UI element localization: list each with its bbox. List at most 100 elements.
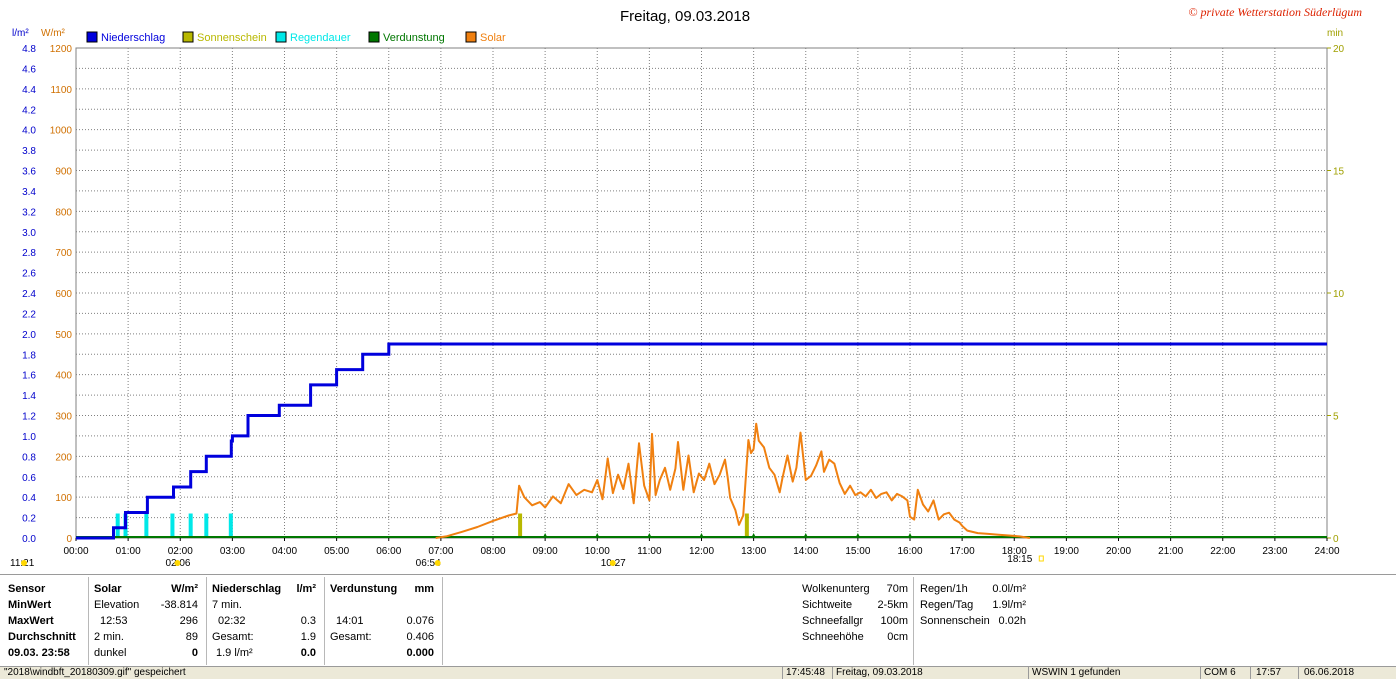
solar-tick-label: 300 xyxy=(55,412,72,423)
legend-swatch xyxy=(368,31,380,43)
time-tick-label: 18:00 xyxy=(1002,546,1027,557)
rain-value: 0.0l/m² xyxy=(992,583,1026,595)
status-divider xyxy=(1298,667,1299,679)
solar-tick-label: 400 xyxy=(55,371,72,382)
sunrise-icon xyxy=(434,560,441,566)
time-tick-label: 01:00 xyxy=(116,546,141,557)
status-file: "2018\windbft_20180309.gif" gespeichert xyxy=(4,667,186,678)
verdunstung-point xyxy=(803,533,808,537)
row-label-min: MinWert xyxy=(8,599,52,611)
time-tick-label: 23:00 xyxy=(1262,546,1287,557)
status-date: Freitag, 09.03.2018 xyxy=(836,667,923,678)
time-tick-label: 19:00 xyxy=(1054,546,1079,557)
precip-tick-label: 4.4 xyxy=(22,85,36,96)
niederschlag-label: 7 min. xyxy=(212,599,242,611)
regendauer-bar xyxy=(115,513,120,538)
verdunstung-label: 14:01 xyxy=(336,615,364,627)
precip-tick-label: 3.0 xyxy=(22,228,36,239)
rain-value: 1.9l/m² xyxy=(992,599,1026,611)
separator xyxy=(88,577,89,665)
time-tick-label: 03:00 xyxy=(220,546,245,557)
legend-swatch xyxy=(465,31,477,43)
separator xyxy=(913,577,914,665)
legend-label: Verdunstung xyxy=(383,32,445,44)
solar-unit-label: W/m² xyxy=(41,28,66,39)
verdunstung-point xyxy=(699,533,704,537)
time-tick-label: 04:00 xyxy=(272,546,297,557)
solar-column: Solar W/m² Elevation -38.814 12:53 296 2 mi… xyxy=(94,581,200,661)
time-markers: 11:2102:0606:5410:2718:15 xyxy=(10,554,1044,569)
precip-tick-label: 4.8 xyxy=(22,44,36,55)
solar-tick-label: 1200 xyxy=(50,44,73,55)
time-tick-label: 08:00 xyxy=(480,546,505,557)
time-marker-label: 06:54 xyxy=(416,558,441,569)
verdunstung-point xyxy=(751,533,756,537)
precip-tick-label: 2.4 xyxy=(22,289,36,300)
precip-tick-label: 1.6 xyxy=(22,371,36,382)
row-label-avg: Durchschnitt xyxy=(8,631,76,643)
niederschlag-label: Gesamt: xyxy=(212,631,254,643)
summary-panel: Sensor MinWert MaxWert Durchschnitt 09.0… xyxy=(0,574,1396,667)
time-tick-label: 16:00 xyxy=(897,546,922,557)
legend-swatch xyxy=(182,31,194,43)
moon-icon xyxy=(21,560,27,566)
precip-tick-label: 0.8 xyxy=(22,452,36,463)
solar-axis-ticks: 0 100 200 300 400 500 600 700 800 900 1000 1100 1200 xyxy=(50,44,73,545)
status-divider xyxy=(1250,667,1251,679)
time-axis-ticks: 00:00 01:00 02:00 03:00 04:00 05:00 06:00 07:00… xyxy=(63,538,1340,557)
niederschlag-line xyxy=(76,342,1327,540)
solar-tick-label: 1000 xyxy=(50,126,73,137)
solar-label: dunkel xyxy=(94,647,127,659)
time-tick-label: 02:00 xyxy=(168,546,193,557)
precip-tick-label: 0.4 xyxy=(22,493,36,504)
regendauer-bar xyxy=(188,513,193,538)
time-marker-label: 18:15 xyxy=(1007,554,1032,565)
minute-unit-label: min xyxy=(1327,28,1343,39)
time-tick-label: 15:00 xyxy=(845,546,870,557)
regendauer-bar xyxy=(228,513,233,538)
solar-value: -38.814 xyxy=(160,599,198,611)
separator xyxy=(324,577,325,665)
row-label-sensor: Sensor xyxy=(8,583,46,595)
legend-label: Niederschlag xyxy=(101,32,165,44)
status-divider xyxy=(832,667,833,679)
clouds-label: Wolkenunterg xyxy=(802,583,870,595)
regendauer-bar xyxy=(170,513,175,538)
verdunstung-value: 0.076 xyxy=(406,615,434,627)
copyright-label: © private Wetterstation Süderlügum xyxy=(1188,5,1362,19)
status-device: WSWIN 1 gefunden xyxy=(1032,667,1121,678)
moon-icon xyxy=(609,560,616,566)
status-bar: "2018\windbft_20180309.gif" gespeichert … xyxy=(0,666,1396,679)
weather-chart: 0.0 0.2 0.4 0.6 0.8 1.0 1.2 1.4 1.6 1.8 2.0 2.2 2.4 2… xyxy=(10,5,1362,569)
separator xyxy=(206,577,207,665)
minute-tick-label: 20 xyxy=(1333,44,1345,55)
solar-tick-label: 700 xyxy=(55,248,72,259)
verdunstung-point xyxy=(855,533,860,537)
precip-tick-label: 0.6 xyxy=(22,473,36,484)
rain-label: Regen/Tag xyxy=(920,599,974,611)
solar-value: 0 xyxy=(191,647,198,659)
niederschlag-header: Niederschlag xyxy=(212,583,282,595)
solar-line xyxy=(435,422,1031,539)
minute-tick-label: 10 xyxy=(1333,289,1345,300)
clouds-value: 2-5km xyxy=(877,599,908,611)
precip-tick-label: 1.2 xyxy=(22,412,36,423)
precip-tick-label: 2.2 xyxy=(22,309,36,320)
moon-icon xyxy=(174,560,181,566)
separator xyxy=(442,577,443,665)
clouds-value: 0cm xyxy=(887,631,908,643)
precip-unit-label: l/m² xyxy=(12,28,29,39)
time-tick-label: 07:00 xyxy=(428,546,453,557)
time-tick-label: 20:00 xyxy=(1106,546,1131,557)
solar-tick-label: 100 xyxy=(55,493,72,504)
line-series xyxy=(76,342,1327,540)
precip-tick-label: 4.6 xyxy=(22,64,36,75)
solar-tick-label: 900 xyxy=(55,167,72,178)
time-tick-label: 10:00 xyxy=(585,546,610,557)
time-tick-label: 24:00 xyxy=(1314,546,1339,557)
time-tick-label: 13:00 xyxy=(741,546,766,557)
time-tick-label: 12:00 xyxy=(689,546,714,557)
time-tick-label: 21:00 xyxy=(1158,546,1183,557)
legend-label: Solar xyxy=(480,32,506,44)
precip-tick-label: 1.0 xyxy=(22,432,36,443)
